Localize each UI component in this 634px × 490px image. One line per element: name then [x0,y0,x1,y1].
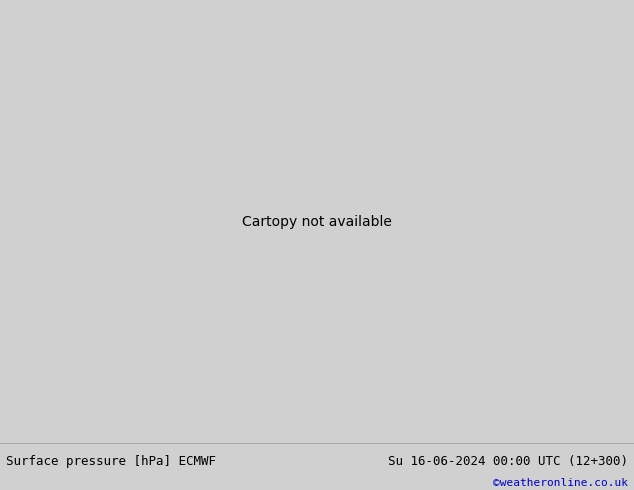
Text: Surface pressure [hPa] ECMWF: Surface pressure [hPa] ECMWF [6,455,216,467]
Text: Su 16-06-2024 00:00 UTC (12+300): Su 16-06-2024 00:00 UTC (12+300) [387,455,628,467]
Text: ©weatheronline.co.uk: ©weatheronline.co.uk [493,478,628,488]
Text: Cartopy not available: Cartopy not available [242,215,392,229]
